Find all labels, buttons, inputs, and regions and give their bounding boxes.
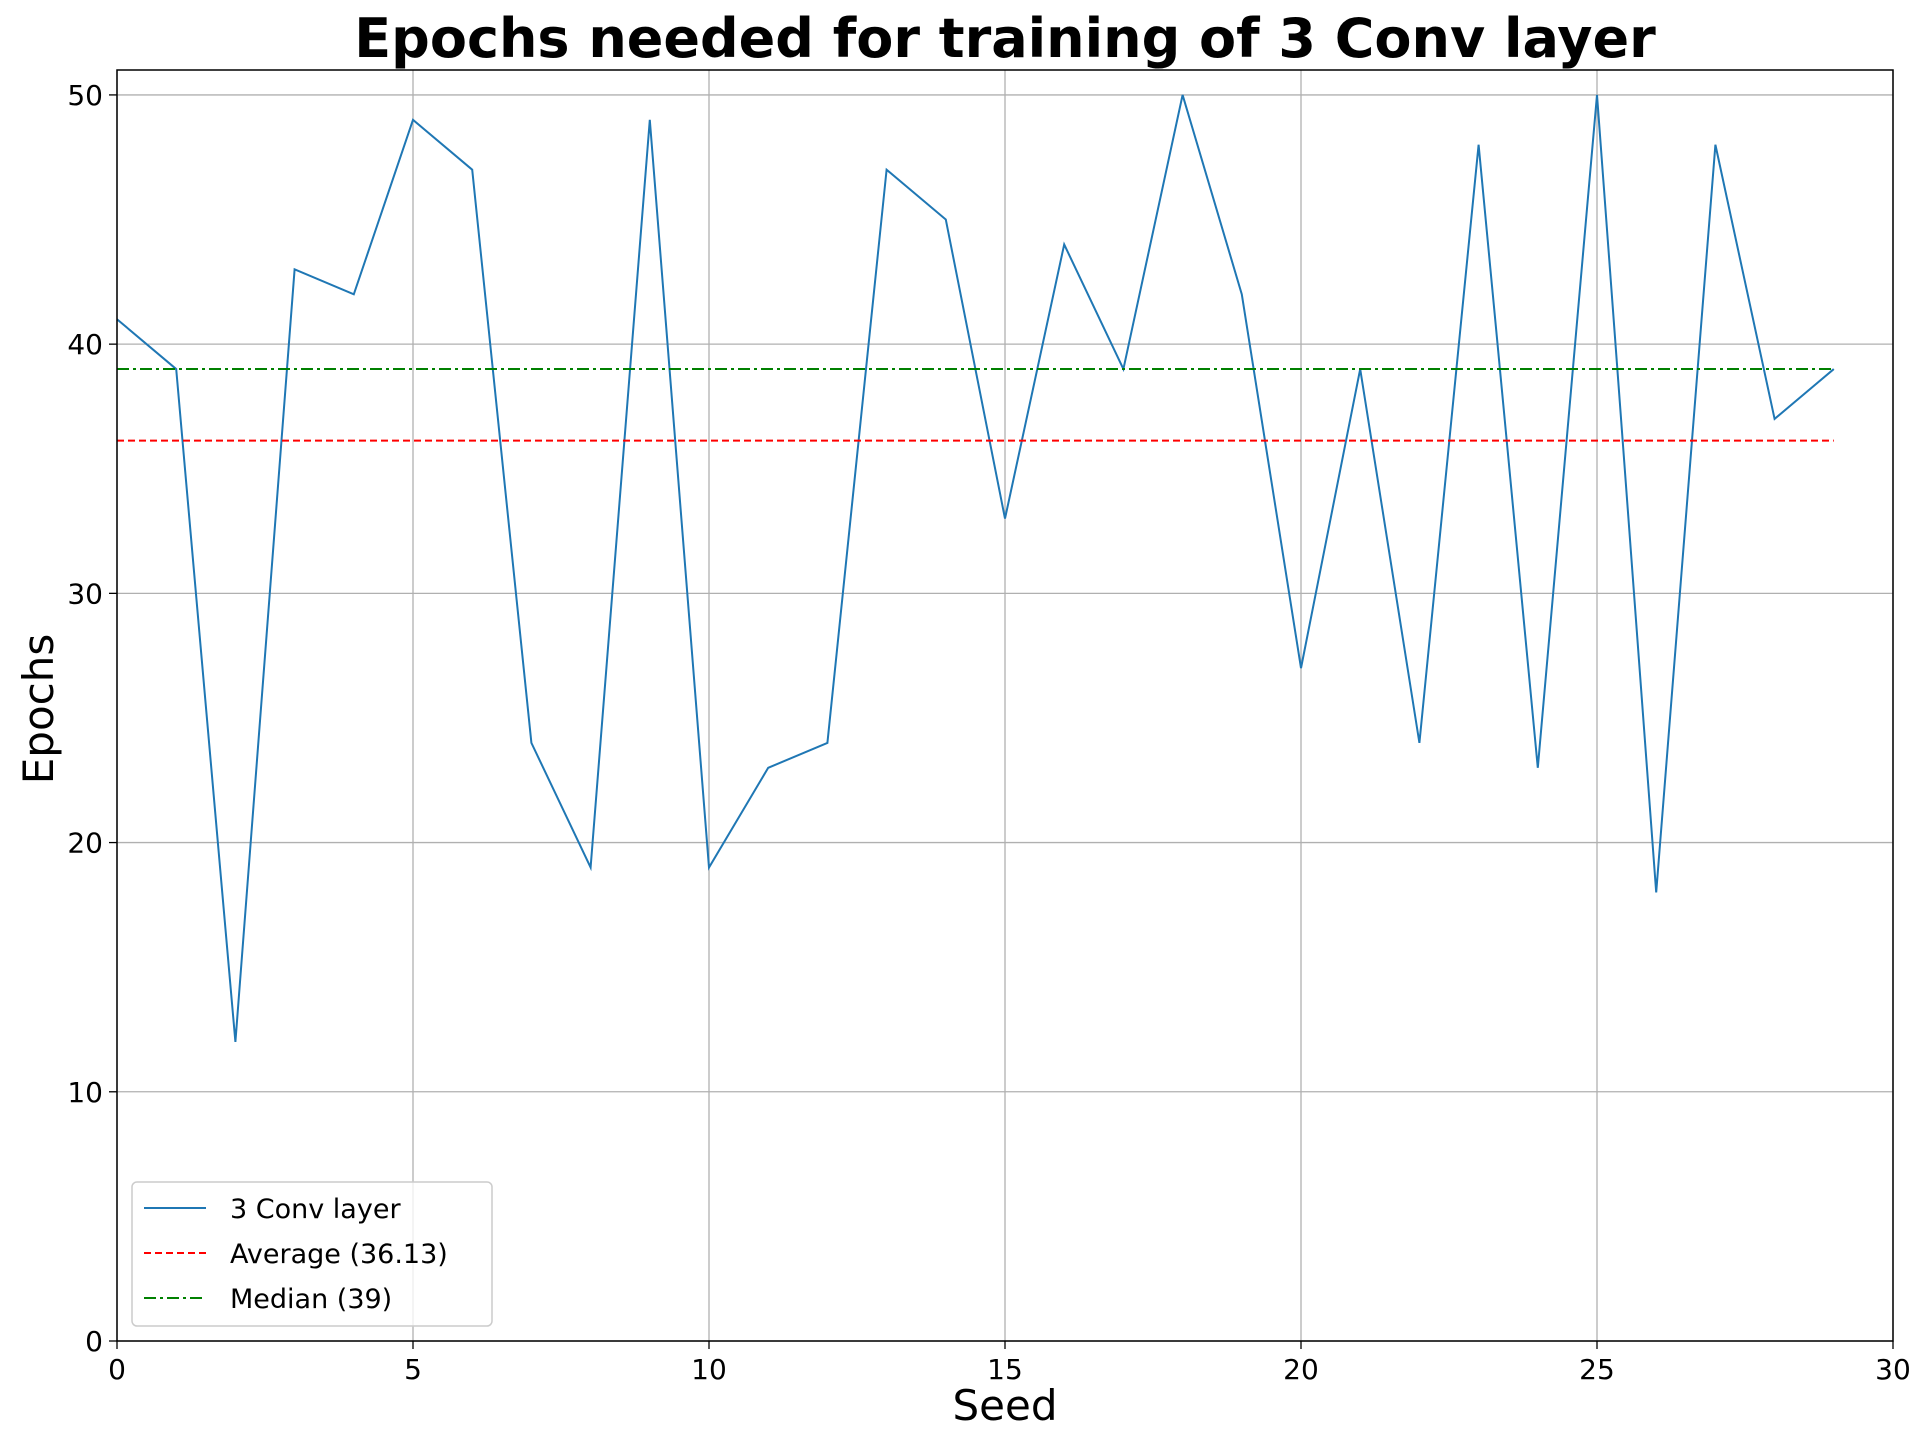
series-line-conv — [116, 94, 1835, 1043]
y-tick-label: 50 — [67, 79, 103, 112]
tick-layer: 0 5 10 15 20 25 30 0 10 20 30 40 50 — [67, 79, 1910, 1386]
x-axis-label: Seed — [953, 1381, 1058, 1430]
x-tick-label: 0 — [108, 1353, 126, 1386]
legend-box — [131, 1181, 493, 1327]
legend-label: Median (39) — [230, 1284, 392, 1315]
y-tick-label: 30 — [67, 577, 103, 610]
x-tick-label: 20 — [1283, 1353, 1319, 1386]
x-tick-label: 5 — [404, 1353, 422, 1386]
grid-layer — [116, 70, 1894, 1342]
y-tick-label: 10 — [67, 1076, 103, 1109]
y-tick-label: 0 — [85, 1325, 103, 1358]
x-tick-label: 25 — [1579, 1353, 1615, 1386]
legend: 3 Conv layer Average (36.13) Median (39) — [131, 1181, 493, 1327]
y-tick-label: 40 — [67, 328, 103, 361]
legend-label: Average (36.13) — [230, 1239, 448, 1270]
chart-title: Epochs needed for training of 3 Conv lay… — [354, 7, 1656, 70]
legend-label: 3 Conv layer — [230, 1194, 401, 1225]
x-tick-label: 10 — [691, 1353, 727, 1386]
series-layer — [116, 94, 1835, 1043]
x-tick-label: 15 — [987, 1353, 1023, 1386]
y-axis-label: Epochs — [14, 634, 63, 785]
x-tick-label: 30 — [1875, 1353, 1911, 1386]
y-tick-label: 20 — [67, 827, 103, 860]
